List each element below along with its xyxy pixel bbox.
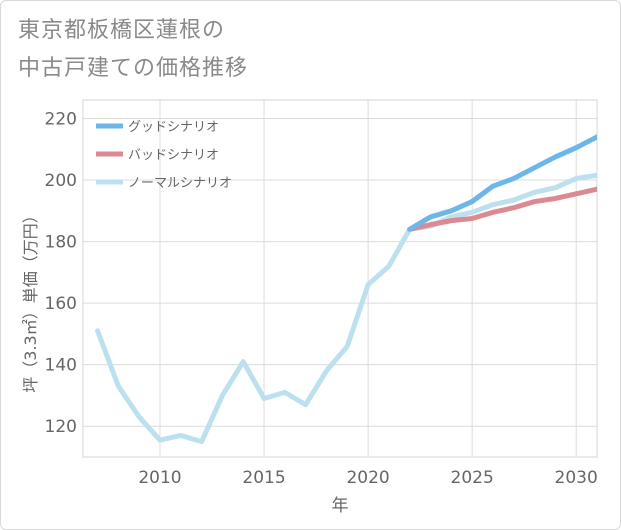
y-axis-label: 坪（3.3㎡）単価（万円） (21, 207, 40, 392)
legend-label-2: ノーマルシナリオ (128, 176, 232, 191)
y-tick-labels: 120 140 160 180 200 220 (45, 109, 77, 437)
x-tick-label-2010: 2010 (138, 468, 181, 488)
series-line-0 (407, 134, 597, 232)
x-tick-labels: 2010 2015 2020 2025 2030 (138, 468, 597, 488)
chart-title: 東京都板橋区蓮根の 中古戸建ての価格推移 (18, 12, 248, 88)
y-tick-label-160: 160 (45, 294, 77, 314)
y-tick-label-200: 200 (45, 171, 77, 191)
x-tick-label-2015: 2015 (242, 468, 285, 488)
chart-title-line-2: 中古戸建ての価格推移 (18, 56, 249, 81)
x-tick-label-2020: 2020 (346, 468, 389, 488)
y-tick-label-140: 140 (45, 356, 77, 376)
chart-title-line-1: 東京都板橋区蓮根の (18, 18, 226, 43)
legend-label-0: グッドシナリオ (128, 120, 219, 135)
x-tick-label-2030: 2030 (555, 468, 598, 488)
y-tick-label-180: 180 (45, 233, 77, 253)
series-line-1 (407, 186, 597, 232)
x-axis-label: 年 (332, 496, 349, 516)
plot-area (82, 99, 598, 458)
y-tick-label-220: 220 (45, 109, 77, 129)
x-tick-label-2025: 2025 (451, 468, 494, 488)
series-line-2 (95, 172, 597, 445)
y-tick-label-120: 120 (45, 417, 77, 437)
series-layer (95, 134, 597, 445)
legend-label-1: バッドシナリオ (128, 148, 219, 163)
